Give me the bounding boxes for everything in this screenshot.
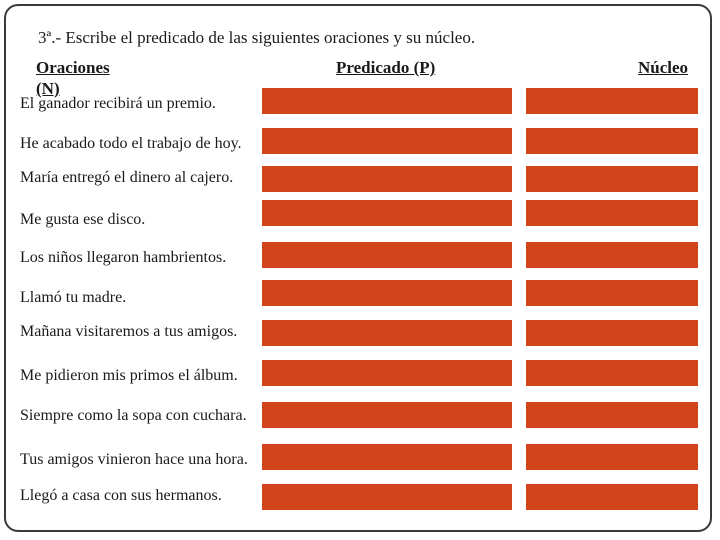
nucleo-answer-box[interactable] xyxy=(526,444,698,470)
nucleo-answer-box[interactable] xyxy=(526,200,698,226)
predicado-answer-box[interactable] xyxy=(262,402,512,428)
header-predicado: Predicado (P) xyxy=(336,58,436,77)
sentence-text: Llegó a casa con sus hermanos. xyxy=(20,487,222,504)
nucleo-answer-box[interactable] xyxy=(526,402,698,428)
sentence-text: María entregó el dinero al cajero. xyxy=(20,169,234,186)
predicado-answer-box[interactable] xyxy=(262,200,512,226)
sentence-text: Siempre como la sopa con cuchara. xyxy=(20,407,247,424)
nucleo-answer-box[interactable] xyxy=(526,360,698,386)
predicado-answer-box[interactable] xyxy=(262,320,512,346)
header-nucleo: Núcleo xyxy=(638,58,689,77)
sentence-text: Llamó tu madre. xyxy=(20,289,127,306)
nucleo-answer-box[interactable] xyxy=(526,484,698,510)
predicado-answer-box[interactable] xyxy=(262,128,512,154)
exercise-title: 3ª.- Escribe el predicado de las siguien… xyxy=(38,28,476,47)
sentence-text: Me gusta ese disco. xyxy=(20,211,146,228)
header-oraciones: Oraciones xyxy=(36,58,110,77)
sentence-text: Me pidieron mis primos el álbum. xyxy=(20,367,238,384)
predicado-answer-box[interactable] xyxy=(262,484,512,510)
predicado-answer-box[interactable] xyxy=(262,166,512,192)
predicado-answer-box[interactable] xyxy=(262,242,512,268)
nucleo-answer-box[interactable] xyxy=(526,166,698,192)
predicado-answer-box[interactable] xyxy=(262,444,512,470)
sentence-text: He acabado todo el trabajo de hoy. xyxy=(20,135,242,152)
sentence-text: El ganador recibirá un premio. xyxy=(20,95,216,112)
sentence-text: Los niños llegaron hambrientos. xyxy=(20,249,227,266)
sentence-text: Tus amigos vinieron hace una hora. xyxy=(20,451,248,468)
nucleo-answer-box[interactable] xyxy=(526,128,698,154)
predicado-answer-box[interactable] xyxy=(262,280,512,306)
sentence-text: Mañana visitaremos a tus amigos. xyxy=(20,323,238,340)
nucleo-answer-box[interactable] xyxy=(526,88,698,114)
nucleo-answer-box[interactable] xyxy=(526,242,698,268)
worksheet-card: 3ª.- Escribe el predicado de las siguien… xyxy=(4,4,712,532)
predicado-answer-box[interactable] xyxy=(262,360,512,386)
header-oraciones-sub: (N) xyxy=(36,79,60,98)
nucleo-answer-box[interactable] xyxy=(526,280,698,306)
predicado-answer-box[interactable] xyxy=(262,88,512,114)
nucleo-answer-box[interactable] xyxy=(526,320,698,346)
